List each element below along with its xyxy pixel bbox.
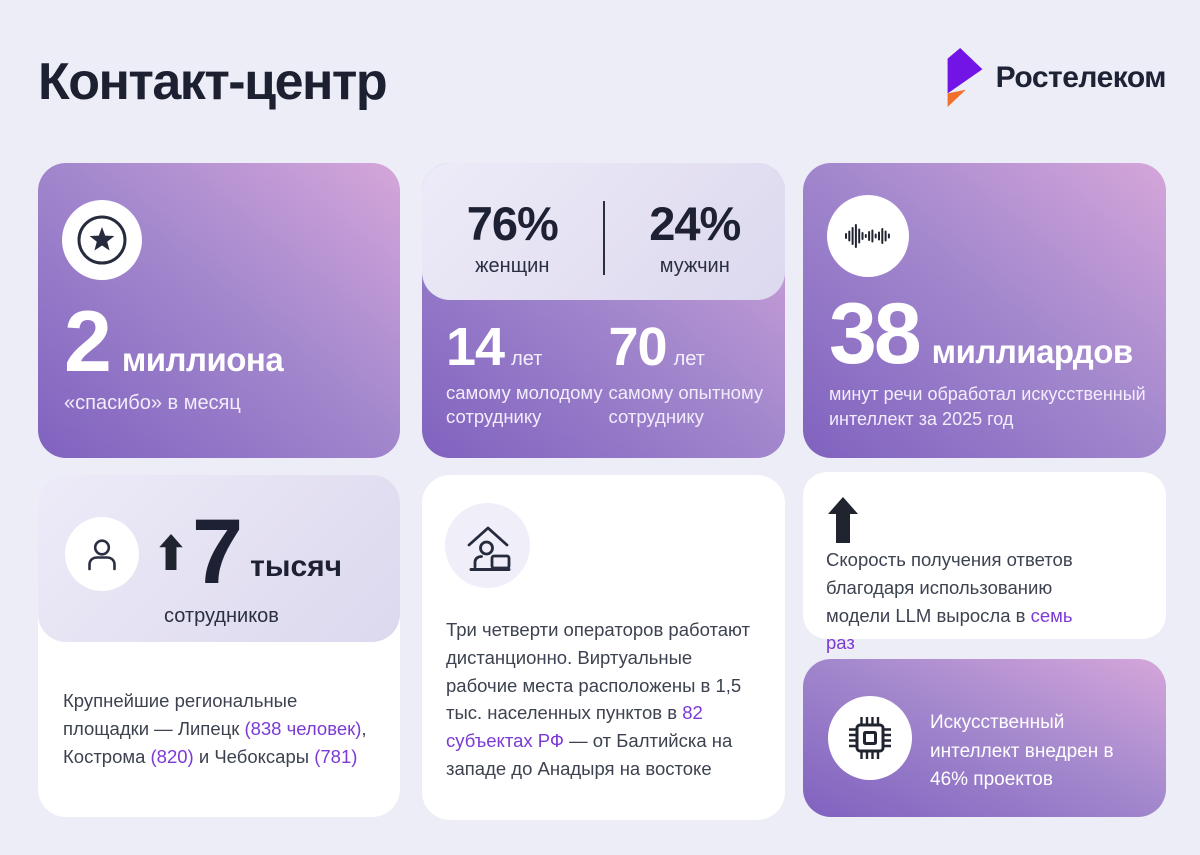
home-office-icon [467, 526, 510, 571]
thanks-caption: «спасибо» в месяц [64, 392, 241, 414]
rostelecom-logo: Ростелеком [947, 48, 1167, 108]
employees-stat: 7 тысяч [158, 501, 343, 603]
note-kostroma-count: (820) [150, 745, 194, 767]
remote-text-part: Три четверти операторов работают дистанц… [446, 619, 750, 724]
growth-arrow-icon [159, 534, 183, 571]
home-office-badge [445, 503, 530, 588]
note-part: Крупнейшие региональные площадки — Липец… [63, 690, 298, 739]
oldest-caption: самому опытному сотруднику [608, 381, 764, 427]
llm-text-part: Скорость получения ответов благодаря исп… [826, 549, 1073, 626]
ai-projects-card: Искусственный интеллект внедрен в 46% пр… [803, 659, 1166, 817]
minutes-stat: 38 миллиардов минут речи обработал искус… [829, 286, 1148, 431]
thanks-card: 2 миллиона «спасибо» в месяц [38, 163, 400, 458]
up-arrow-icon [828, 497, 858, 543]
male-percent: 24% [649, 197, 741, 250]
oldest-value: 70 [608, 317, 668, 377]
employees-caption: сотрудников [164, 605, 279, 627]
remote-text-part: — от Балтийска на западе до Анадыря на в… [446, 730, 733, 779]
voice-badge [827, 195, 909, 277]
chip-badge [828, 696, 912, 780]
youngest-value: 14 [446, 317, 505, 377]
employees-card: 7 тысяч сотрудников Крупнейшие региональ… [38, 475, 400, 817]
minutes-value: 38 [829, 286, 922, 383]
page-title: Контакт-центр [38, 53, 388, 111]
gender-age-card: 76% женщин 24% мужчин 14 лет самому моло… [422, 163, 785, 458]
age-stats: 14 лет самому молодому сотруднику 70 лет… [446, 317, 772, 429]
llm-speed-text: Скорость получения ответов благодаря исп… [826, 546, 1100, 657]
remote-regions-highlight: 82 субъектах РФ [446, 702, 703, 751]
youngest-employee: 14 лет самому молодому сотруднику [446, 317, 609, 429]
rostelecom-logo-icon [947, 48, 983, 108]
employees-unit: тысяч [250, 549, 343, 583]
minutes-unit: миллиардов [931, 333, 1134, 371]
employees-value: 7 [192, 501, 243, 603]
note-cheboksary-count: (781) [314, 745, 358, 767]
speech-minutes-card: 38 миллиардов минут речи обработал искус… [803, 163, 1166, 458]
note-lipetsk-count: (838 человек) [244, 717, 362, 739]
llm-speed-card: Скорость получения ответов благодаря исп… [803, 472, 1166, 653]
female-percent: 76% [466, 197, 559, 250]
llm-seven-times-highlight: семь раз [826, 604, 1073, 654]
ai-projects-text: Искусственный интеллект внедрен в 46% пр… [930, 712, 1114, 790]
oldest-employee: 70 лет самому опытному сотруднику [608, 317, 772, 429]
voice-wave-icon [845, 224, 890, 248]
note-part: , Кострома [63, 717, 367, 767]
male-label: мужчин [659, 255, 730, 277]
chip-icon [849, 717, 891, 759]
remote-work-text: Три четверти операторов работают дистанц… [446, 616, 768, 783]
youngest-caption: самому молодому сотруднику [446, 381, 603, 427]
minutes-caption: минут речи обработал искусственный интел… [829, 384, 1146, 429]
regional-sites-note: Крупнейшие региональные площадки — Липец… [63, 687, 383, 770]
person-icon [88, 539, 116, 571]
oldest-unit: лет [673, 348, 705, 370]
female-label: женщин [475, 255, 550, 277]
person-badge [65, 517, 139, 591]
star-badge [62, 200, 142, 280]
gender-split-panel: 76% женщин 24% мужчин [422, 163, 785, 300]
male-share: 24% мужчин [605, 163, 786, 300]
brand-name: Ростелеком [995, 61, 1167, 94]
employees-panel: 7 тысяч сотрудников [38, 475, 400, 642]
thanks-value: 2 [64, 294, 112, 390]
thanks-stat: 2 миллиона «спасибо» в месяц [64, 294, 380, 417]
star-icon [77, 215, 127, 265]
thanks-unit: миллиона [121, 341, 284, 378]
youngest-unit: лет [511, 348, 543, 370]
female-share: 76% женщин [422, 163, 603, 300]
note-part: и Чебоксары [193, 745, 315, 767]
divider [602, 201, 605, 275]
remote-work-card: Три четверти операторов работают дистанц… [422, 475, 785, 820]
